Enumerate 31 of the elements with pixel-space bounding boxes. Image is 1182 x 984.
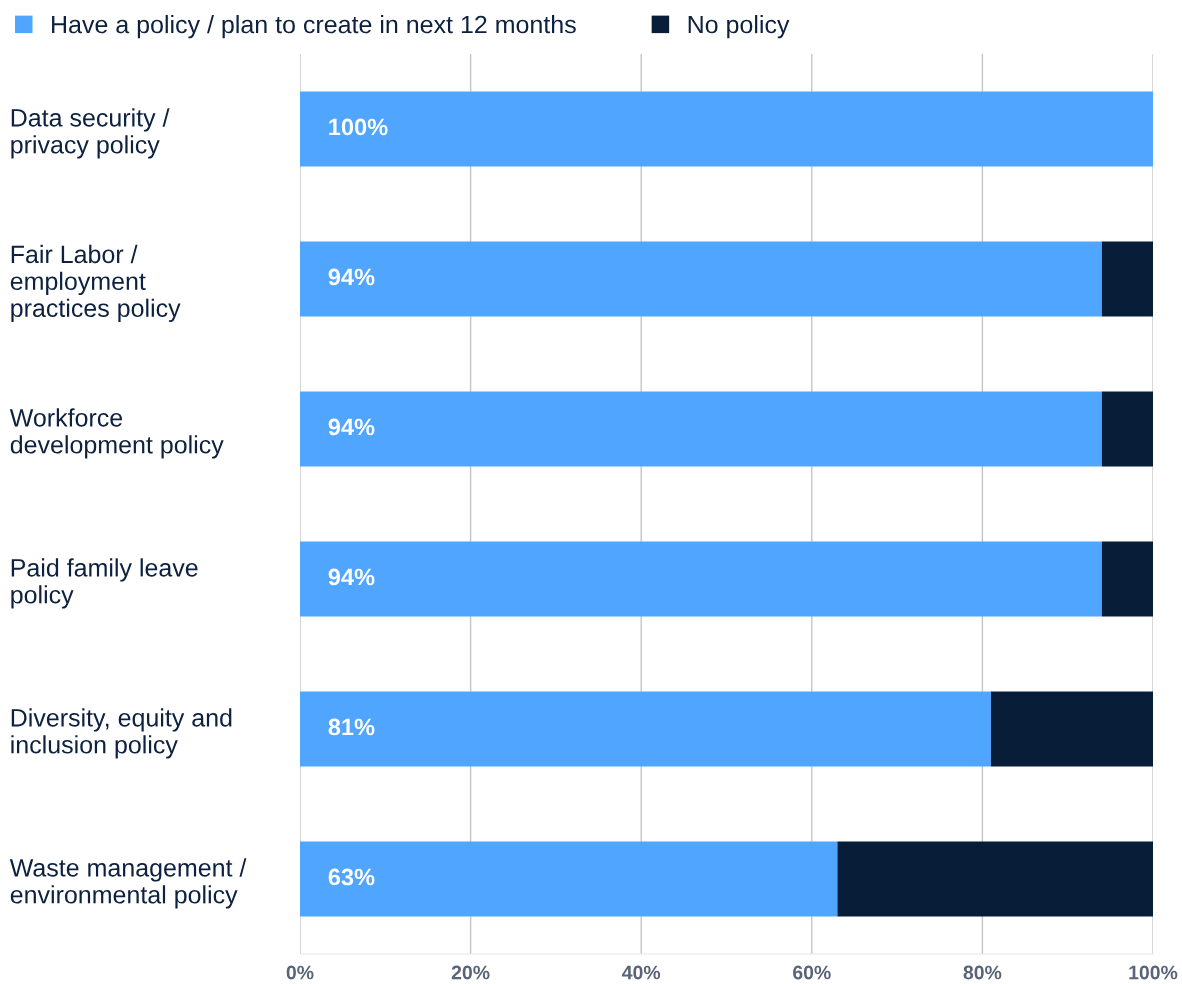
bar <box>1101 541 1153 617</box>
bar <box>1101 391 1153 467</box>
y-tick-label: Data security / privacy policy <box>11 108 170 159</box>
data-label: 63% <box>328 868 375 886</box>
x-tick-label: 80% <box>963 965 1002 980</box>
data-label: 100% <box>329 118 388 136</box>
data-label: 94% <box>328 568 375 586</box>
bar <box>837 841 1153 917</box>
y-tick-label: Diversity, equity and inclusion policy <box>11 708 232 759</box>
bar <box>300 691 991 767</box>
data-label: 81% <box>328 718 375 736</box>
legend-label: No policy <box>688 15 790 39</box>
x-tick-label: 0% <box>286 965 314 980</box>
legend-label: Have a policy / plan to create in next 12 months <box>52 15 576 39</box>
data-label: 94% <box>328 418 375 436</box>
bar <box>300 241 1102 317</box>
x-tick-label: 100% <box>1129 965 1178 980</box>
x-tick-label: 60% <box>793 965 831 980</box>
bar <box>1101 241 1153 317</box>
bar <box>300 841 838 917</box>
y-tick-label: Workforce development policy <box>9 408 224 459</box>
y-tick-label: Paid family leave policy <box>11 558 198 609</box>
x-tick-label: 20% <box>451 965 490 980</box>
y-tick-label: Waste management / environmental policy <box>9 858 247 909</box>
bar <box>990 691 1153 767</box>
bar <box>300 91 1153 167</box>
bar <box>300 391 1102 467</box>
data-label: 94% <box>328 268 375 286</box>
bar <box>300 541 1102 617</box>
x-tick-label: 40% <box>622 965 661 980</box>
y-tick-label: Fair Labor / employment practices policy <box>10 244 181 322</box>
